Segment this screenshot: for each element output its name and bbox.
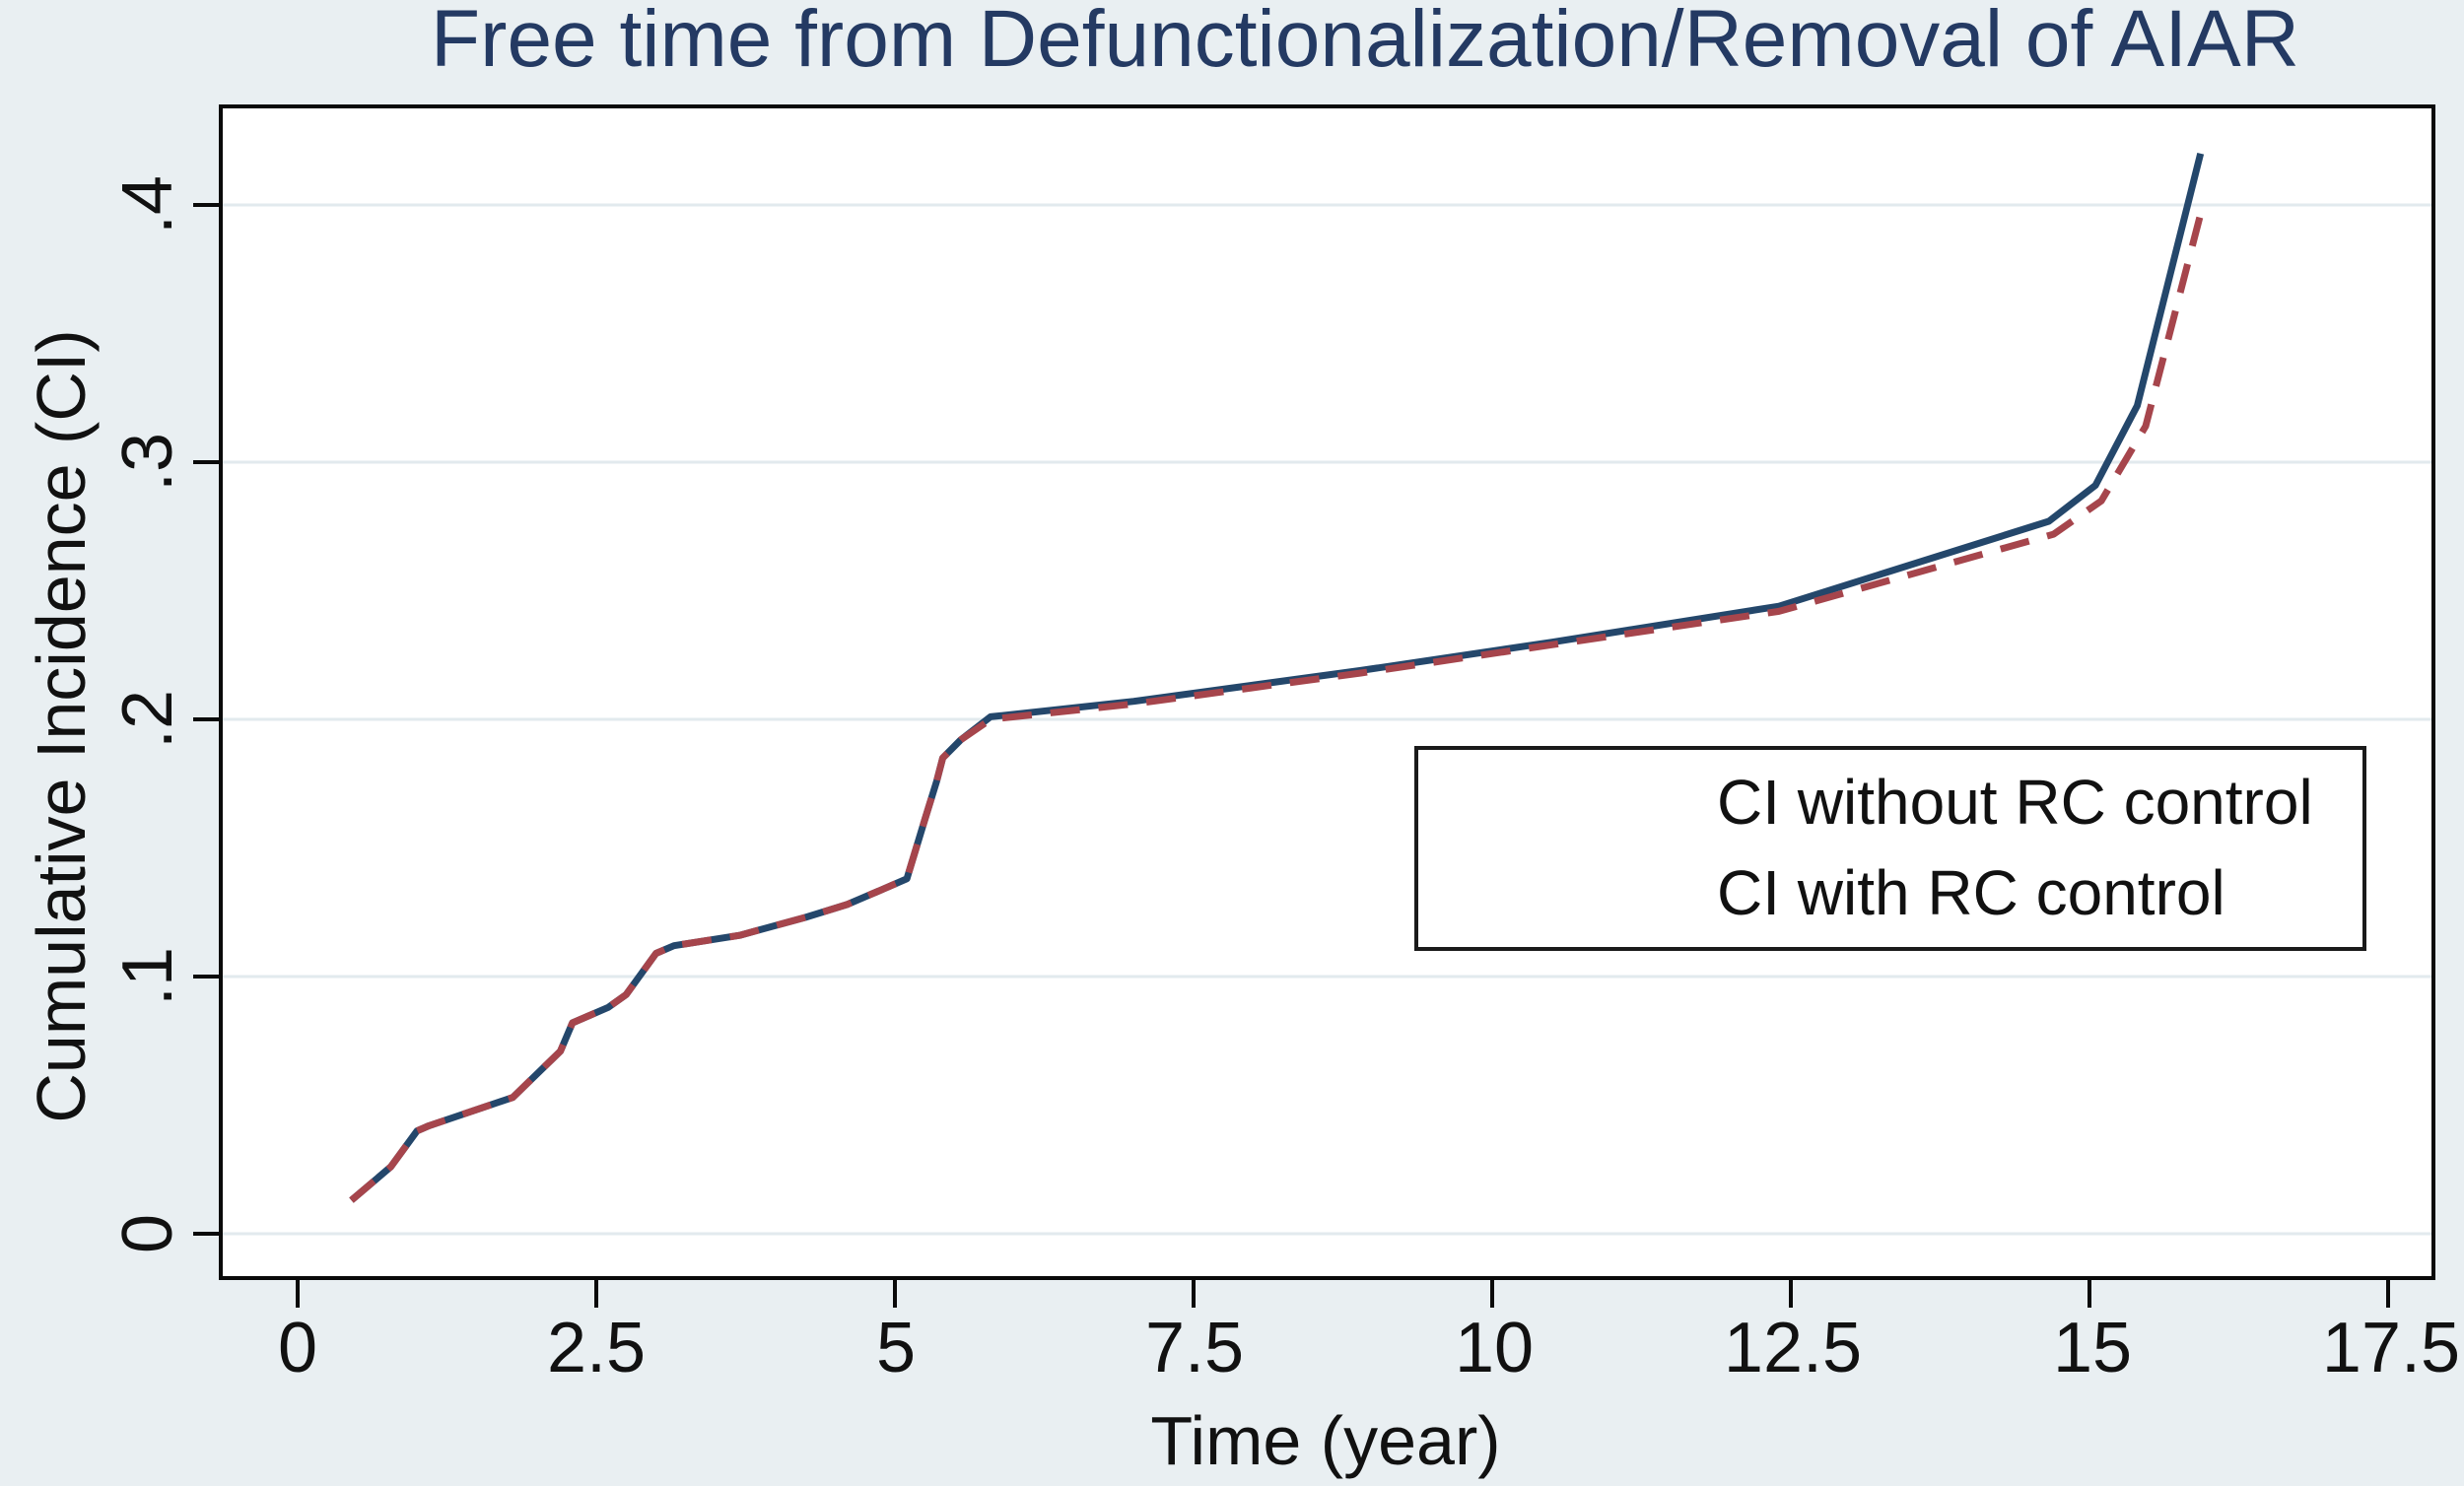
x-axis-title: Time (year)	[1150, 1402, 1501, 1479]
chart-title: Free time from Defunctionalization/Remov…	[431, 0, 2299, 84]
legend-label-without-rc: CI without RC control	[1717, 767, 2313, 838]
y-axis-title: Cumulative Incidence (CI)	[23, 329, 100, 1123]
curve-ci-with-rc	[349, 204, 2207, 1203]
gridlines	[221, 203, 2433, 1236]
legend-box: CI without RC control CI with RC control	[1414, 746, 2366, 951]
x-tick-label-6: 15	[2052, 1309, 2133, 1387]
x-tick-label-2: 5	[875, 1309, 917, 1387]
y-tick-label-1: .1	[108, 946, 187, 1007]
x-tick-label-7: 17.5	[2321, 1309, 2461, 1387]
legend-entry-without-rc: CI without RC control	[1418, 758, 2362, 846]
x-tick-label-0: 0	[277, 1309, 318, 1387]
plot-frame	[219, 104, 2435, 1280]
data-curves	[349, 152, 2207, 1203]
x-tick-label-3: 7.5	[1144, 1309, 1245, 1387]
tick-marks	[193, 203, 2390, 1308]
x-tick-label-4: 10	[1454, 1309, 1535, 1387]
legend-label-with-rc: CI with RC control	[1717, 857, 2225, 928]
y-tick-label-2: .2	[108, 689, 187, 750]
legend-entry-with-rc: CI with RC control	[1418, 848, 2362, 937]
x-tick-label-1: 2.5	[546, 1309, 647, 1387]
y-tick-label-0: 0	[108, 1213, 187, 1254]
y-tick-label-4: .4	[108, 174, 187, 236]
x-tick-label-5: 12.5	[1723, 1309, 1863, 1387]
y-tick-label-3: .3	[108, 432, 187, 493]
plot-area	[221, 106, 2433, 1278]
